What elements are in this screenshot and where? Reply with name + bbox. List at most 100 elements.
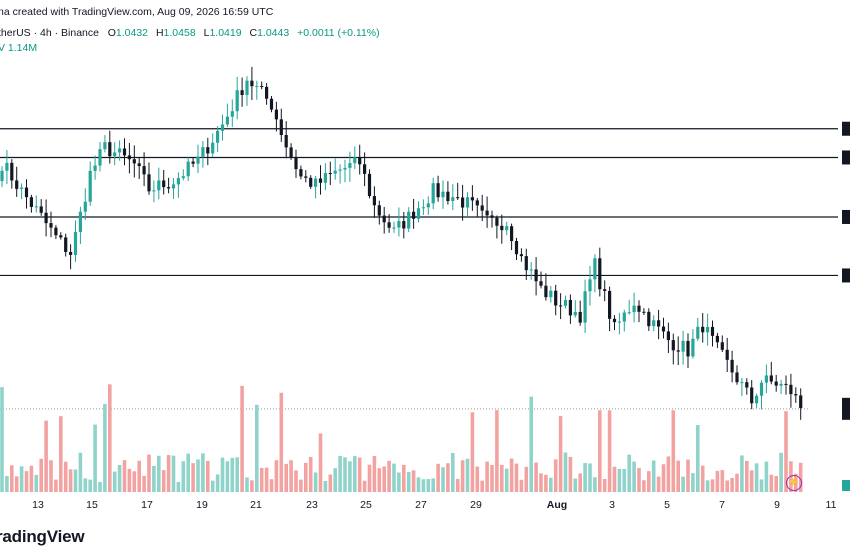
candle-body (691, 338, 695, 357)
candle (265, 83, 269, 105)
candle-body (446, 191, 450, 202)
candle (299, 165, 303, 180)
candle (255, 80, 259, 100)
candle-body (612, 318, 617, 323)
candle (568, 294, 572, 324)
volume-bar (759, 479, 764, 492)
candle-body (387, 222, 391, 228)
volume-bar (490, 464, 494, 492)
candle (78, 206, 82, 245)
candle-body (490, 215, 494, 218)
candle (735, 365, 739, 385)
volume-bar (534, 462, 538, 492)
candle (181, 169, 185, 181)
volume-bar (201, 453, 205, 492)
x-tick-label: 29 (470, 499, 482, 511)
candle-body (524, 256, 528, 271)
candle (799, 388, 803, 420)
candle-body (235, 90, 239, 112)
candle (44, 199, 48, 237)
candle-body (83, 201, 87, 212)
candle (162, 169, 166, 195)
x-tick-label: Aug (547, 499, 567, 511)
volume-bar (666, 456, 671, 492)
candle (461, 184, 465, 221)
candle (5, 150, 9, 185)
volume-bar (14, 476, 19, 492)
x-tick-label: 13 (32, 499, 44, 511)
candle (54, 225, 58, 239)
candle (642, 308, 646, 315)
candle-body (706, 326, 710, 333)
volume-bar (93, 424, 97, 492)
volume-bar (161, 470, 166, 492)
candle-body (299, 169, 303, 177)
candle-body (372, 196, 376, 206)
candle (524, 248, 528, 280)
volume-bar (475, 466, 480, 492)
candle (416, 201, 421, 223)
volume-bar (784, 411, 788, 492)
candle (304, 170, 308, 183)
lightning-icon[interactable]: ⚡ (786, 475, 802, 491)
candle (367, 169, 372, 199)
candle-body (98, 149, 102, 166)
volume-bar (529, 396, 533, 492)
candle-body (568, 299, 572, 316)
volume-bar (103, 403, 107, 492)
volume-bar (519, 479, 524, 492)
volume-bar (441, 467, 445, 492)
candle (93, 155, 97, 180)
candle-body (309, 177, 313, 187)
candle-body (284, 135, 288, 148)
candle-body (142, 166, 146, 175)
volume-bar (720, 470, 725, 492)
candle (603, 280, 607, 302)
candle (710, 320, 715, 347)
candle-body (328, 173, 332, 175)
volume-bar (647, 471, 651, 492)
candle (49, 211, 53, 238)
candle-body (529, 269, 533, 271)
volume-bar (402, 464, 406, 492)
candle (103, 135, 107, 153)
candle (465, 192, 470, 217)
candle (436, 175, 440, 202)
candle-body (230, 111, 234, 117)
candle-body (470, 197, 474, 201)
ohlc-low: L1.0419 (203, 27, 242, 39)
volume-bar (215, 474, 220, 492)
candle (583, 279, 587, 333)
volume-bar (29, 465, 34, 492)
volume-bar (176, 481, 181, 492)
candle (382, 206, 386, 234)
candle (343, 159, 347, 183)
candle (122, 138, 127, 166)
candle (333, 158, 337, 180)
candle-body (338, 169, 342, 171)
candle-body (377, 205, 381, 216)
candle (372, 186, 376, 218)
volume-bar (299, 479, 303, 492)
volume-bar (24, 471, 29, 492)
volume-bar (539, 473, 543, 492)
candle (755, 393, 759, 409)
last-price-marker (842, 397, 850, 420)
candle (691, 329, 695, 359)
candle-body (260, 86, 264, 88)
candle-body (152, 190, 156, 192)
volume-bar (509, 458, 514, 492)
candle-body (686, 340, 690, 357)
volume-bar (157, 455, 161, 492)
candle-body (794, 394, 798, 396)
candle-body (132, 159, 136, 164)
volume-bar (749, 470, 754, 492)
candle-body (480, 205, 484, 211)
volume-bar (514, 463, 519, 492)
volume-bar (774, 475, 778, 492)
volume-bar (656, 476, 661, 492)
candle (39, 199, 43, 216)
candle (431, 177, 435, 210)
candle-body (196, 156, 200, 164)
